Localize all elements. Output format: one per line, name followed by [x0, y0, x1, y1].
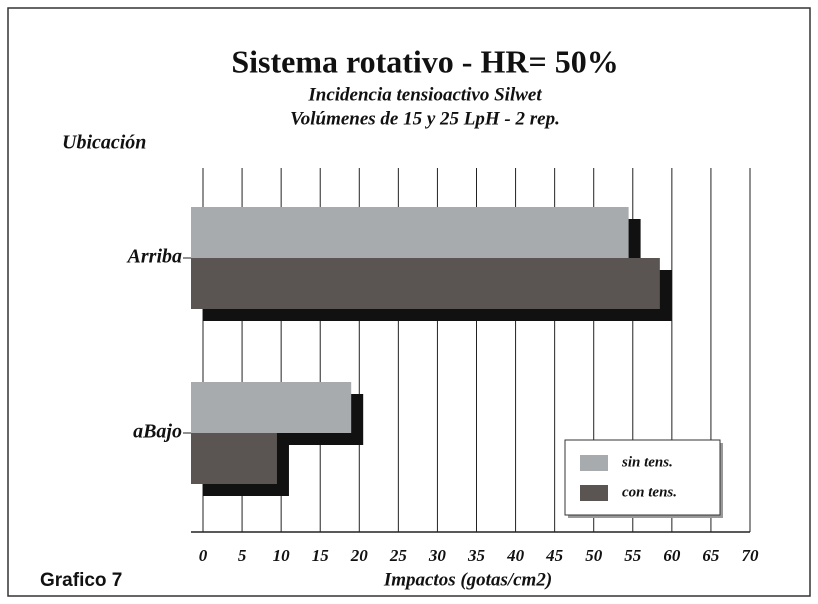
legend-label: con tens. — [622, 484, 677, 500]
chart-subtitle: Volúmenes de 15 y 25 LpH - 2 rep. — [290, 108, 560, 129]
legend-swatch — [580, 485, 608, 501]
x-tick-label: 70 — [742, 546, 760, 565]
legend-label: sin tens. — [621, 454, 673, 470]
x-axis-label: Impactos (gotas/cm2) — [383, 569, 552, 590]
y-tick-label: aBajo — [133, 421, 182, 443]
x-tick-label: 40 — [506, 546, 525, 565]
x-tick-label: 45 — [545, 546, 564, 565]
x-tick-label: 15 — [312, 546, 330, 565]
x-tick-label: 0 — [199, 546, 208, 565]
x-tick-label: 20 — [350, 546, 369, 565]
figure-label: Grafico 7 — [40, 570, 122, 591]
y-tick-label: Arriba — [126, 246, 182, 268]
x-tick-label: 5 — [238, 546, 247, 565]
x-tick-label: 60 — [663, 546, 681, 565]
x-tick-label: 30 — [428, 546, 447, 565]
x-tick-label: 35 — [467, 546, 486, 565]
x-tick-label: 50 — [585, 546, 603, 565]
bar — [191, 433, 277, 484]
bar — [191, 382, 352, 433]
x-tick-label: 10 — [273, 546, 291, 565]
bar — [191, 207, 629, 258]
y-axis-label: Ubicación — [62, 132, 146, 154]
chart-title: Sistema rotativo - HR= 50% — [231, 43, 618, 79]
x-tick-label: 55 — [624, 546, 642, 565]
x-tick-label: 65 — [702, 546, 720, 565]
bar — [191, 258, 660, 309]
chart-subtitle: Incidencia tensioactivo Silwet — [307, 84, 542, 105]
legend-swatch — [580, 455, 608, 471]
legend — [564, 439, 721, 516]
x-tick-label: 25 — [389, 546, 408, 565]
